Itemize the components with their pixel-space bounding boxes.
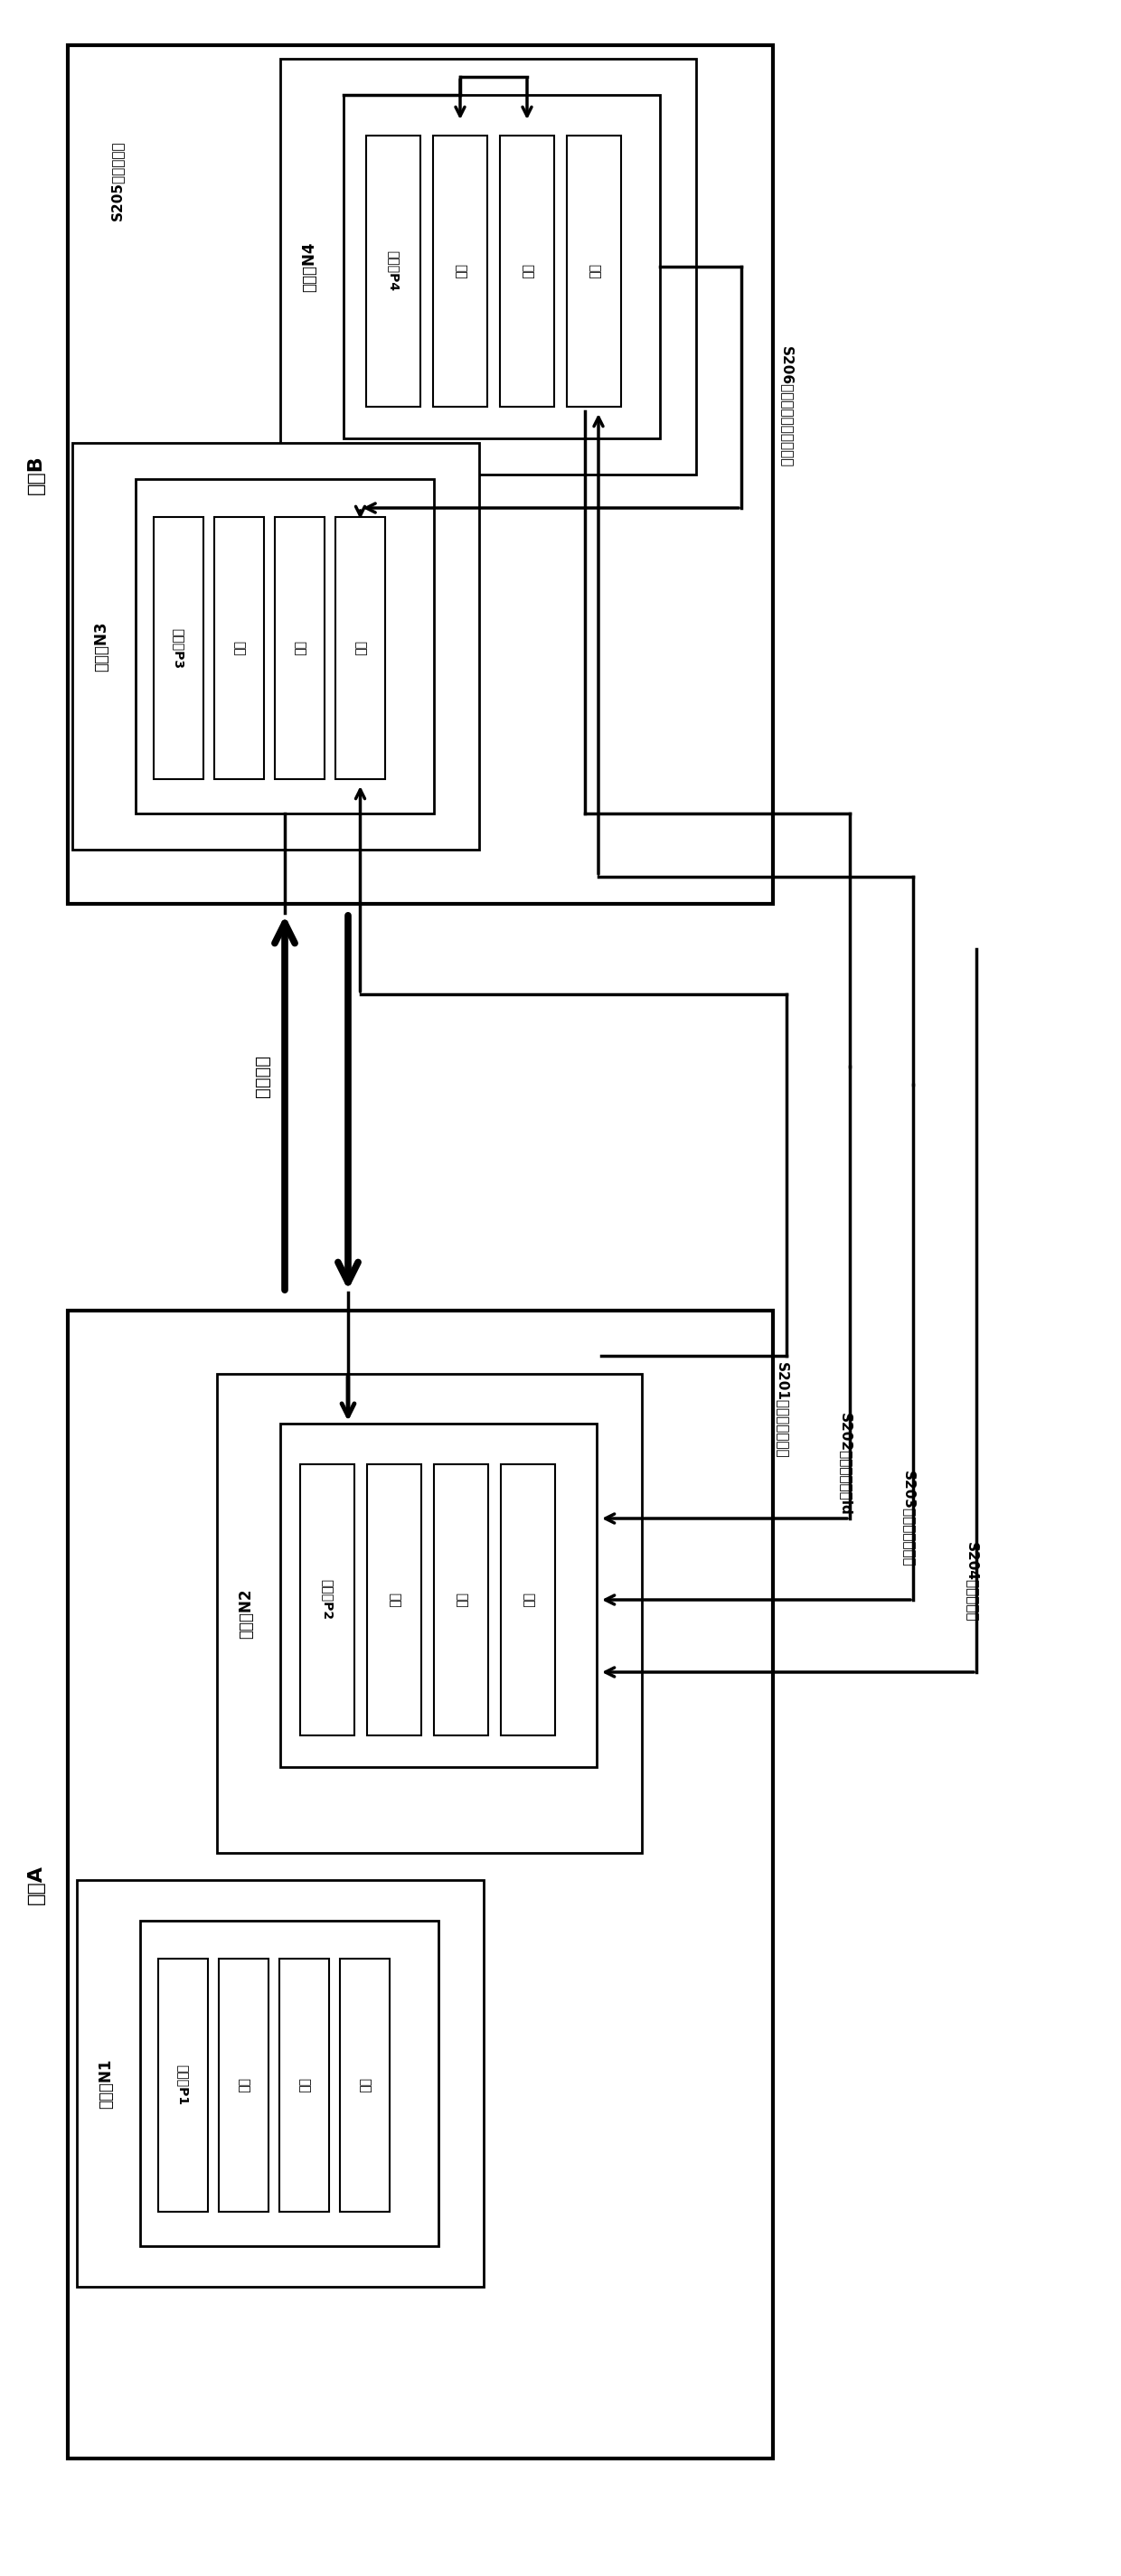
Text: 处理器P2: 处理器P2 [321,1579,334,1620]
Text: 内存: 内存 [454,263,466,278]
Text: S206：返回该地址中的数据: S206：返回该地址中的数据 [780,345,794,466]
Bar [67,1311,773,2458]
Bar [501,1463,555,1736]
Text: 缓存: 缓存 [294,641,306,657]
Bar [367,137,420,407]
Bar [500,137,554,407]
Text: 容节点N1: 容节点N1 [98,2058,114,2107]
Bar [275,518,325,778]
Text: 内存: 内存 [388,1592,400,1607]
Text: 缓存: 缓存 [521,263,534,278]
Bar [140,1922,438,2246]
Text: 目录: 目录 [359,2079,371,2092]
Text: S201：发出读取请求: S201：发出读取请求 [776,1363,789,1458]
Text: S202：返回所有者id: S202：返回所有者id [839,1412,852,1515]
Bar [367,1463,421,1736]
Bar [73,443,479,850]
Text: 内存: 内存 [233,641,245,657]
Bar [158,1958,207,2213]
Text: 内存: 内存 [238,2079,250,2092]
Text: 目录: 目录 [587,263,600,278]
Text: 插槽B: 插槽B [27,456,45,495]
Bar [434,1463,488,1736]
Text: 插槽A: 插槽A [27,1865,45,1904]
Text: 缓存: 缓存 [298,2079,311,2092]
Bar [343,95,660,438]
Bar [136,479,434,814]
Bar [219,1958,269,2213]
Text: 容节点N2: 容节点N2 [238,1589,254,1638]
Text: 目录: 目录 [354,641,367,657]
Text: 缓存: 缓存 [455,1592,467,1607]
Text: 容节点N3: 容节点N3 [93,621,110,672]
Bar [335,518,386,778]
Text: 插槽总线: 插槽总线 [253,1054,271,1097]
Bar [300,1463,354,1736]
Bar [77,1880,483,2287]
Bar [67,46,773,904]
Bar [214,518,263,778]
Text: S203：发出读取请求: S203：发出读取请求 [901,1471,916,1566]
Bar [217,1373,642,1852]
Text: 处理器P1: 处理器P1 [177,2066,189,2105]
Bar [340,1958,390,2213]
Bar [433,137,488,407]
Bar [154,518,203,778]
Bar [279,1958,330,2213]
Text: 容节点N4: 容节点N4 [302,242,317,291]
Text: 目录: 目录 [521,1592,535,1607]
Text: 处理器P4: 处理器P4 [387,250,399,291]
Bar [567,137,621,407]
Text: 处理器P3: 处理器P3 [173,629,185,667]
Bar [280,59,696,474]
Text: S204：返回数据: S204：返回数据 [965,1540,979,1623]
Bar [280,1425,596,1767]
Text: S205：写回内存: S205：写回内存 [111,142,124,222]
